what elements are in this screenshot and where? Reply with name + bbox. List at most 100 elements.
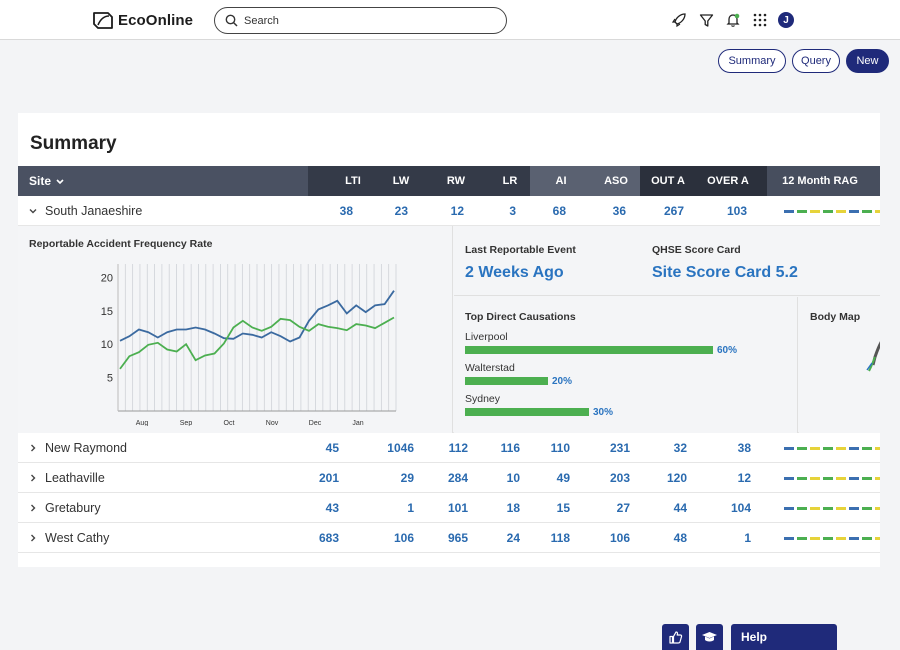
rag-segment (823, 507, 833, 510)
column-header-out-a[interactable]: OUT A (651, 175, 685, 187)
ecoonline-logo-icon (93, 12, 113, 29)
x-tick-label: Sep (180, 420, 193, 426)
rag-segment (862, 210, 872, 213)
summary-panel: Summary Site LTI LW RW LR AI ASO OUT A O… (18, 113, 880, 567)
chevron-right-icon[interactable] (29, 504, 37, 512)
feedback-button[interactable] (662, 624, 689, 650)
rag-segment (849, 447, 859, 450)
rag-indicator (784, 477, 880, 480)
help-button[interactable]: Help (731, 624, 837, 650)
cell-over-a: 103 (726, 204, 747, 218)
rag-segment (823, 537, 833, 540)
causation-pct: 20% (552, 376, 573, 387)
column-header-ai[interactable]: AI (555, 175, 567, 187)
rag-segment (797, 210, 807, 213)
causation-bar (465, 377, 548, 385)
cell-aso: 27 (616, 501, 630, 515)
query-button[interactable]: Query (792, 49, 840, 73)
causation-name: Walterstad (465, 362, 515, 374)
new-button[interactable]: New (846, 49, 889, 73)
causation-bar (465, 408, 589, 416)
cell-aso: 106 (609, 531, 630, 545)
rag-indicator (784, 210, 880, 213)
cell-aso: 203 (609, 471, 630, 485)
cell-out-a: 32 (673, 441, 687, 455)
chevron-right-icon[interactable] (29, 474, 37, 482)
cell-rw: 112 (448, 441, 468, 455)
site-detail: Reportable Accident Frequency Rate 5 10 15… (18, 226, 880, 433)
rag-segment (862, 477, 872, 480)
search-input[interactable] (244, 12, 494, 30)
chevron-down-icon[interactable] (29, 207, 37, 215)
apps-grid-icon[interactable] (751, 11, 769, 29)
cell-over-a: 38 (737, 441, 751, 455)
search-box[interactable] (214, 7, 507, 34)
rag-segment (823, 210, 833, 213)
rag-segment (836, 507, 846, 510)
rocket-icon[interactable] (670, 11, 688, 29)
column-header-lw[interactable]: LW (392, 175, 410, 187)
y-tick-label: 5 (107, 373, 113, 385)
column-header-lr[interactable]: LR (502, 175, 518, 187)
cell-lw: 106 (393, 531, 414, 545)
column-header-rw[interactable]: RW (446, 175, 466, 187)
column-header-aso[interactable]: ASO (604, 175, 628, 187)
series-line-2 (119, 316, 395, 370)
cell-rw: 965 (447, 531, 468, 545)
rag-segment (810, 210, 820, 213)
causations-panel: Top Direct Causations Liverpool 60% Walt… (454, 297, 798, 433)
rag-segment (836, 447, 846, 450)
summary-button[interactable]: Summary (718, 49, 786, 73)
cell-lti: 38 (339, 204, 353, 218)
table-row[interactable]: South Janaeshire 38 23 12 3 68 36 267 10… (18, 196, 880, 226)
avatar[interactable]: J (778, 12, 794, 28)
cell-out-a: 120 (666, 471, 687, 485)
cell-rw: 284 (447, 471, 468, 485)
table-row[interactable]: Gretabury 43 1 101 18 15 27 44 104 (18, 493, 880, 523)
column-header-lti[interactable]: LTI (345, 175, 361, 187)
bell-icon[interactable] (724, 11, 742, 29)
cell-out-a: 44 (673, 501, 687, 515)
rag-segment (784, 447, 794, 450)
score-card-value[interactable]: Site Score Card 5.2 (652, 264, 798, 281)
table-row[interactable]: New Raymond 45 1046 112 116 110 231 32 38 (18, 433, 880, 463)
body-map-figure-icon[interactable] (865, 337, 880, 373)
table-row[interactable]: Leathaville 201 29 284 10 49 203 120 12 (18, 463, 880, 493)
cell-lti: 45 (325, 441, 339, 455)
cell-lw: 29 (400, 471, 414, 485)
rag-segment (875, 447, 880, 450)
academy-button[interactable] (696, 624, 723, 650)
top-icons: J (670, 11, 794, 29)
rag-segment (784, 537, 794, 540)
causation-pct: 30% (593, 407, 614, 418)
x-tick-label: Jan (352, 420, 363, 426)
top-bar: EcoOnline (0, 0, 900, 40)
cell-ai: 49 (556, 471, 570, 485)
cell-over-a: 12 (737, 471, 751, 485)
logo[interactable]: EcoOnline (92, 10, 193, 30)
chevron-right-icon[interactable] (29, 534, 37, 542)
y-tick-label: 20 (101, 272, 113, 284)
search-icon (225, 14, 238, 27)
cell-lti: 683 (318, 531, 339, 545)
score-card-label: QHSE Score Card (652, 244, 741, 256)
table-row[interactable]: West Cathy 683 106 965 24 118 106 48 1 (18, 523, 880, 553)
rag-segment (849, 537, 859, 540)
column-header-over-a[interactable]: OVER A (707, 175, 749, 187)
rag-segment (862, 537, 872, 540)
rag-segment (810, 537, 820, 540)
rag-indicator (784, 537, 880, 540)
x-tick-label: Oct (224, 420, 235, 426)
site-name: South Janaeshire (45, 204, 143, 218)
chevron-right-icon[interactable] (29, 444, 37, 452)
cell-lw: 1046 (387, 441, 414, 455)
rag-segment (784, 210, 794, 213)
rag-segment (875, 507, 880, 510)
causation-name: Liverpool (465, 331, 508, 343)
rag-segment (849, 507, 859, 510)
cell-ai: 118 (550, 531, 570, 545)
cell-lr: 24 (506, 531, 520, 545)
site-column-header[interactable]: Site (18, 166, 308, 196)
rag-segment (797, 507, 807, 510)
filter-icon[interactable] (697, 11, 715, 29)
